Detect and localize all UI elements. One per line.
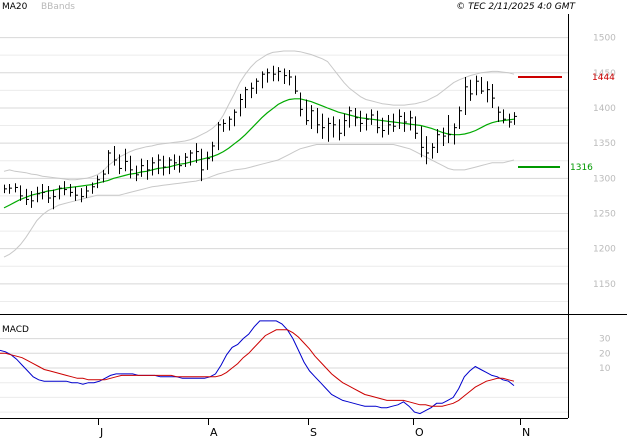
x-tick-label: S (310, 426, 317, 439)
bbands-legend: BBands (41, 2, 75, 12)
source-stamp: © TEC 2/11/2025 4:0 GMT (456, 2, 576, 12)
signal-line (0, 329, 515, 407)
x-tick-label: N (522, 426, 530, 439)
price-tick-label: 1250 (593, 209, 616, 219)
price-tick-label: 1350 (593, 139, 616, 149)
price-tick-label: 1200 (593, 245, 616, 255)
macd-tick-label: 10 (599, 364, 611, 374)
ma20-line (3, 98, 515, 209)
price-tick-label: 1500 (593, 34, 616, 44)
price-tick-label: 1300 (593, 174, 616, 184)
x-tick-label: O (415, 426, 424, 439)
bollinger-bands (3, 50, 515, 258)
macd-line (0, 320, 515, 415)
ma-legend: MA20 (2, 2, 28, 12)
x-tick-label: J (99, 426, 103, 439)
lower-band-line (3, 144, 515, 258)
price-bars (4, 65, 517, 210)
upper-band-line (3, 50, 515, 181)
support-label: 1316 (570, 163, 593, 173)
price-tick-label: 1150 (593, 280, 616, 290)
macd-tick-label: 30 (599, 335, 611, 345)
macd-tick-label: 20 (599, 349, 611, 359)
price-tick-label: 1450 (593, 69, 616, 79)
price-tick-label: 1400 (593, 104, 616, 114)
moving-average (3, 98, 515, 209)
macd-title: MACD (2, 325, 29, 335)
price-levels: 1444 1316 (518, 73, 615, 173)
resistance-label: 1444 (592, 73, 615, 83)
x-tick-label: A (210, 426, 218, 439)
macd-grid: 30 20 10 (0, 335, 611, 413)
macd-lines (0, 320, 515, 415)
